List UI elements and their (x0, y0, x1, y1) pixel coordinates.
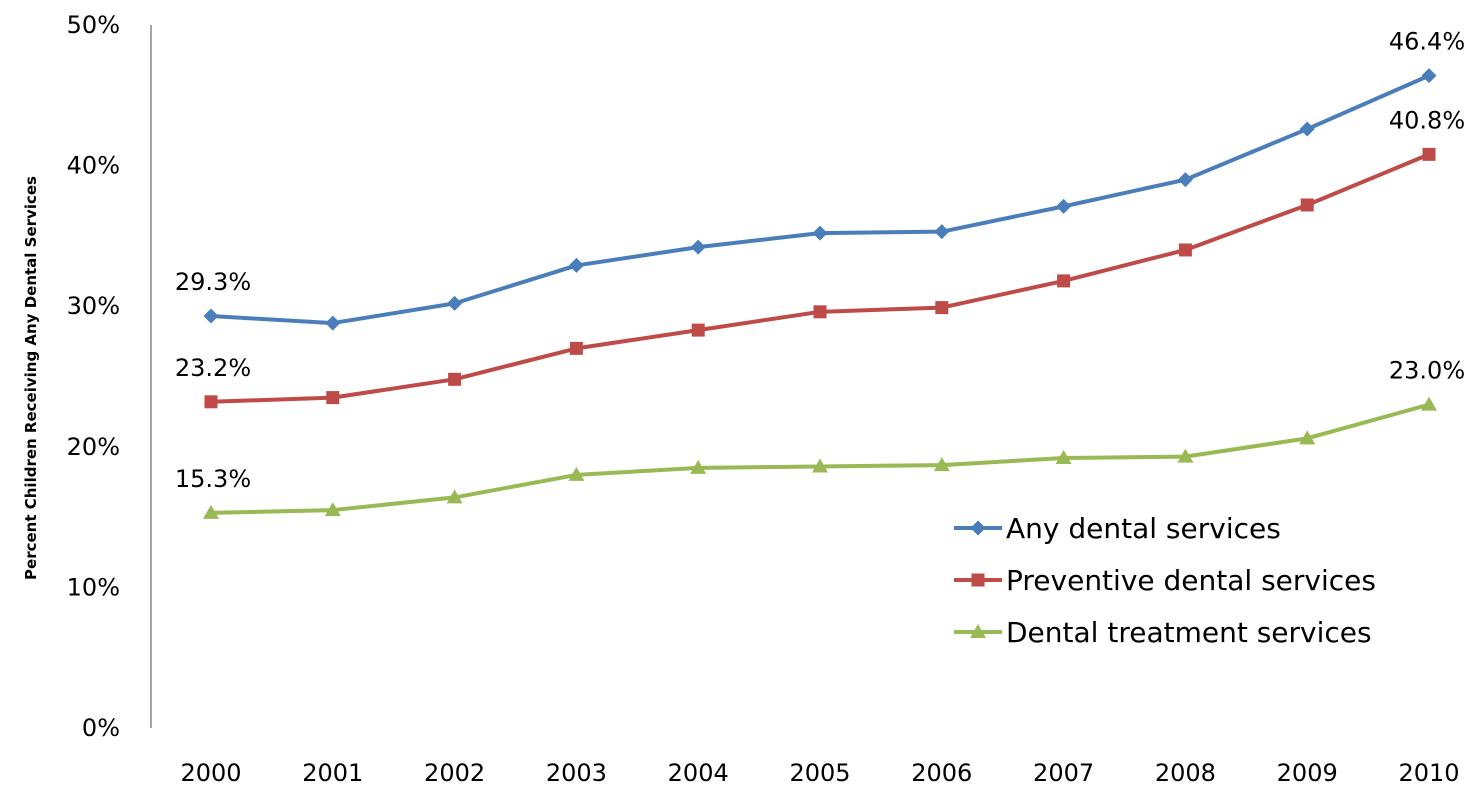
data-point (324, 502, 341, 517)
x-tick-label: 2008 (1155, 759, 1216, 787)
data-point (325, 315, 341, 331)
x-tick-label: 2001 (302, 759, 363, 787)
data-point (203, 308, 219, 324)
legend: Any dental services Preventive dental ser… (954, 512, 1376, 649)
data-point (447, 295, 463, 311)
x-tick-label: 2000 (180, 759, 241, 787)
y-tick-labels: 0% 10% 20% 30% 40% 50% (67, 11, 120, 742)
legend-marker (970, 520, 986, 536)
data-point (326, 391, 340, 405)
data-point (569, 341, 583, 355)
data-point (568, 257, 584, 273)
y-tick-label: 50% (67, 11, 120, 39)
series-3 (203, 396, 1437, 519)
x-tick-label: 2007 (1033, 759, 1094, 787)
data-point (935, 301, 949, 315)
data-point (1057, 274, 1071, 288)
series-line (210, 73, 1430, 326)
x-tick-labels: 2000 2001 2002 2003 2004 2005 2006 2007 2008 2009… (180, 759, 1459, 787)
data-point (446, 489, 463, 504)
data-point (1178, 243, 1192, 257)
data-point (204, 395, 218, 409)
data-point (1421, 68, 1437, 84)
x-tick-label: 2002 (424, 759, 485, 787)
data-point (1055, 450, 1072, 465)
data-label: 15.3% (175, 465, 251, 493)
y-tick-label: 0% (82, 714, 120, 742)
data-point (934, 224, 950, 240)
data-point (1177, 172, 1193, 188)
data-point (1177, 448, 1194, 463)
x-tick-label: 2005 (789, 759, 850, 787)
y-tick-label: 30% (67, 292, 120, 320)
x-tick-label: 2010 (1398, 759, 1459, 787)
y-axis-label: Percent Children Receiving Any Dental Se… (22, 176, 40, 580)
series-lines (203, 68, 1437, 519)
data-point (690, 239, 706, 255)
legend-item: Any dental services (954, 512, 1281, 545)
data-label: 23.0% (1389, 357, 1465, 385)
series-line (210, 152, 1430, 404)
x-tick-label: 2003 (546, 759, 607, 787)
x-tick-label: 2009 (1277, 759, 1338, 787)
data-point (1421, 396, 1437, 411)
legend-label: Preventive dental services (1006, 564, 1376, 597)
legend-item: Preventive dental services (954, 564, 1376, 597)
data-point (568, 466, 585, 481)
y-tick-label: 40% (67, 152, 120, 180)
data-point (812, 458, 828, 473)
y-tick-label: 10% (67, 573, 120, 601)
legend-item: Dental treatment services (954, 616, 1372, 649)
legend-label: Any dental services (1006, 512, 1281, 545)
data-label: 29.3% (175, 268, 251, 296)
series-1 (203, 68, 1437, 331)
legend-label: Dental treatment services (1006, 616, 1372, 649)
data-label: 23.2% (175, 354, 251, 382)
legend-marker (971, 573, 985, 587)
data-point (812, 225, 828, 241)
legend-marker (970, 624, 986, 638)
data-point (448, 372, 462, 386)
data-point (813, 305, 827, 319)
x-tick-label: 2004 (668, 759, 729, 787)
series-2 (204, 147, 1436, 409)
x-tick-label: 2006 (911, 759, 972, 787)
data-labels: 29.3% 46.4% 23.2% 40.8% 15.3% 23.0% (175, 28, 1465, 493)
data-point (1300, 198, 1314, 212)
data-point (1299, 430, 1316, 445)
data-point (203, 504, 219, 519)
data-point (1056, 198, 1072, 214)
data-label: 40.8% (1389, 106, 1465, 134)
data-label: 46.4% (1389, 28, 1465, 56)
data-point (933, 457, 950, 472)
data-point (691, 323, 705, 337)
data-point (690, 459, 707, 474)
y-tick-label: 20% (67, 433, 120, 461)
data-point (1422, 147, 1436, 161)
data-point (1299, 121, 1315, 137)
